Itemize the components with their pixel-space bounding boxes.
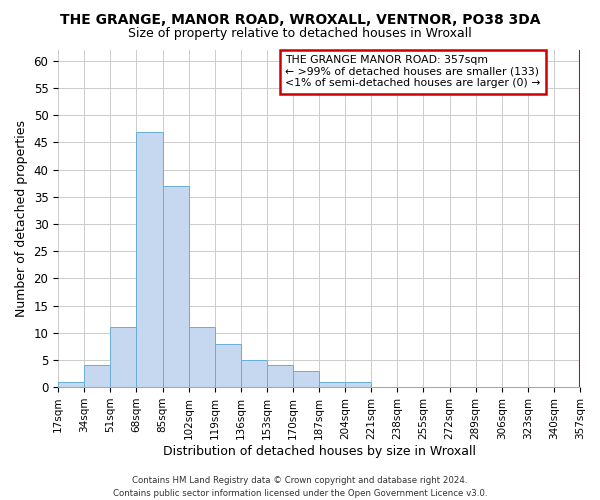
Bar <box>110 328 136 387</box>
Y-axis label: Number of detached properties: Number of detached properties <box>15 120 28 317</box>
Bar <box>136 132 163 387</box>
Bar <box>293 371 319 387</box>
Bar <box>84 366 110 387</box>
Bar <box>319 382 345 387</box>
Bar <box>188 328 215 387</box>
Bar <box>345 382 371 387</box>
Text: Size of property relative to detached houses in Wroxall: Size of property relative to detached ho… <box>128 28 472 40</box>
Bar <box>215 344 241 387</box>
Bar <box>241 360 267 387</box>
Text: Contains HM Land Registry data © Crown copyright and database right 2024.
Contai: Contains HM Land Registry data © Crown c… <box>113 476 487 498</box>
Bar <box>58 382 84 387</box>
Bar <box>267 366 293 387</box>
Bar <box>163 186 188 387</box>
Text: THE GRANGE MANOR ROAD: 357sqm
← >99% of detached houses are smaller (133)
<1% of: THE GRANGE MANOR ROAD: 357sqm ← >99% of … <box>285 55 541 88</box>
X-axis label: Distribution of detached houses by size in Wroxall: Distribution of detached houses by size … <box>163 444 476 458</box>
Text: THE GRANGE, MANOR ROAD, WROXALL, VENTNOR, PO38 3DA: THE GRANGE, MANOR ROAD, WROXALL, VENTNOR… <box>60 12 540 26</box>
